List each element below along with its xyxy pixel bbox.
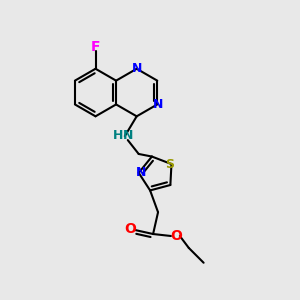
Text: O: O [170,229,182,243]
Text: S: S [165,158,174,171]
Text: N: N [131,62,142,75]
Text: F: F [91,40,100,54]
Text: H: H [113,129,123,142]
Text: N: N [123,129,133,142]
Text: N: N [136,166,146,179]
Text: O: O [124,222,136,236]
Text: N: N [153,98,164,111]
